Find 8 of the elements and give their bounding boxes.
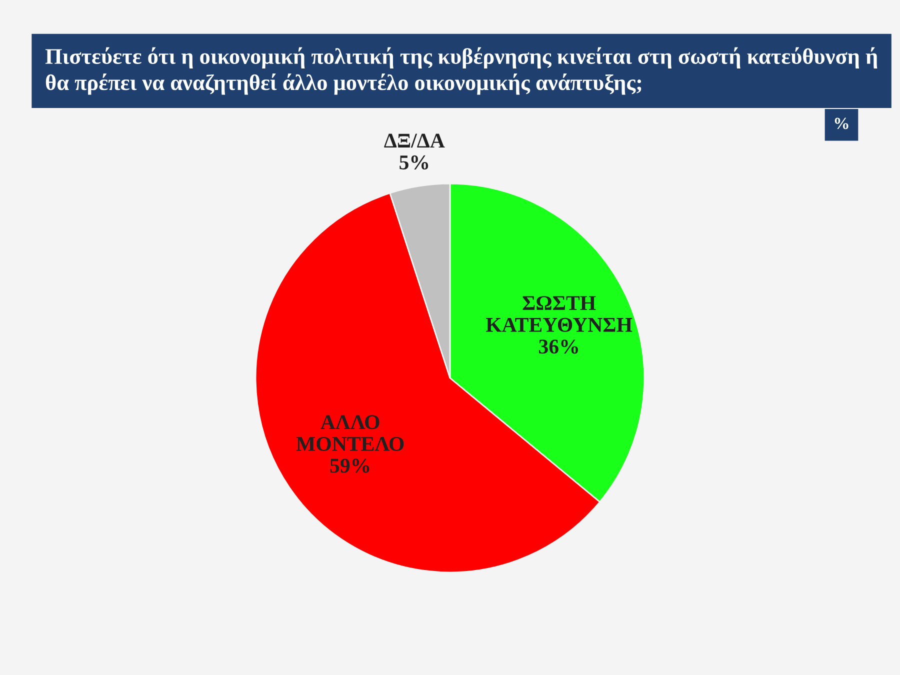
data-label: 5% (400, 155, 428, 170)
chart-title: Πιστεύετε ότι η οικονομική πολιτική της κυβέρνησης κινείται στη σωστή κατεύθυνση ή θα πρέπει να αναζητηθεί άλλο μοντέλο οικονομικής ανάπτυξης; (45, 47, 878, 95)
text: % (834, 118, 848, 130)
data-label: 36% (539, 340, 578, 354)
slice-label: ΑΛΛΟ ΜΟΝΤΕΛΟ (296, 415, 404, 451)
slice-label: ΔΞ/ΔΑ (384, 134, 445, 148)
data-label: 59% (330, 458, 370, 473)
slice-label: ΣΩΣΤΗ ΚΑΤΕΥΘΥΝΣΗ (486, 296, 632, 332)
